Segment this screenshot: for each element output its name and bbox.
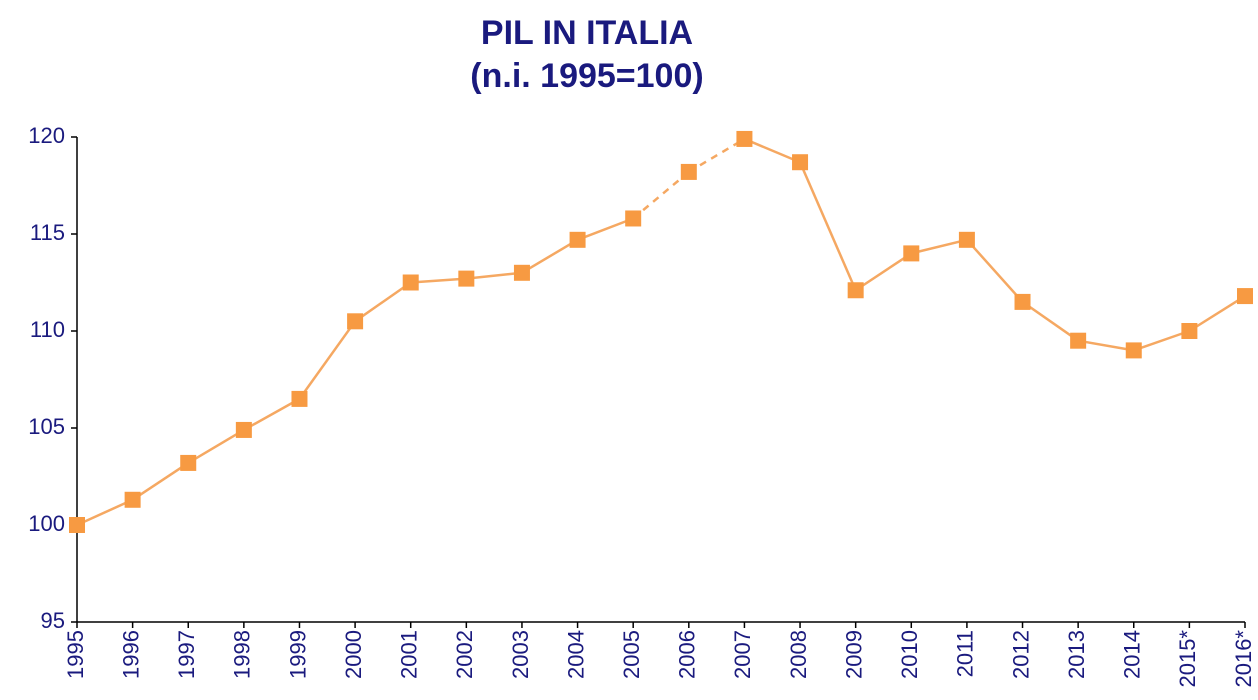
line-segment [854, 252, 912, 292]
marker [736, 130, 753, 147]
line-segment [632, 170, 690, 220]
marker [291, 390, 308, 407]
x-tick-label: 2001 [397, 630, 422, 679]
x-tick-label: 2008 [786, 630, 811, 679]
line-segment [688, 137, 746, 173]
marker [180, 454, 197, 471]
line-segment [131, 461, 189, 501]
x-tick-label: 2007 [730, 630, 755, 679]
x-tick-label: 1997 [174, 630, 199, 679]
x-tick-label: 2016* [1231, 630, 1256, 688]
marker [1070, 332, 1087, 349]
y-tick-label: 95 [41, 608, 65, 633]
marker [792, 154, 809, 171]
line-segment [965, 238, 1024, 303]
x-tick-label: 2000 [341, 630, 366, 679]
marker [847, 282, 864, 299]
line-segment [1077, 339, 1134, 352]
marker [1125, 342, 1142, 359]
marker [1181, 323, 1198, 339]
x-tick-label: 1996 [118, 630, 143, 679]
marker [569, 231, 586, 248]
line-segment [410, 277, 467, 284]
x-tick-label: 2015* [1175, 630, 1200, 688]
x-tick-label: 2013 [1064, 630, 1089, 679]
y-tick-label: 100 [28, 511, 65, 536]
y-tick-label: 115 [30, 220, 65, 245]
x-tick-label: 2012 [1008, 630, 1033, 679]
line-segment [76, 498, 134, 527]
x-tick-label: 1999 [285, 630, 310, 679]
x-tick-label: 1998 [230, 630, 255, 679]
x-tick-label: 2011 [953, 630, 978, 677]
line-segment [910, 238, 968, 255]
x-tick-label: 2004 [563, 630, 588, 679]
line-segment [521, 238, 579, 274]
marker [1014, 293, 1031, 310]
y-tick-label: 105 [28, 414, 65, 439]
line-segment [298, 320, 357, 400]
marker [903, 245, 920, 262]
x-tick-label: 1995 [63, 630, 88, 679]
x-tick-label: 2009 [841, 630, 866, 679]
marker [958, 231, 975, 248]
marker [680, 163, 697, 180]
marker [625, 210, 642, 227]
marker [402, 274, 419, 291]
line-segment [1021, 300, 1079, 342]
x-tick-label: 2005 [619, 630, 644, 679]
line-segment [1133, 329, 1190, 352]
x-tick-label: 2003 [508, 630, 533, 679]
line-segment [466, 271, 523, 280]
line-segment [243, 397, 301, 432]
marker [458, 270, 475, 287]
marker [235, 421, 252, 438]
line-segment [743, 137, 801, 164]
x-tick-label: 2006 [675, 630, 700, 679]
line-segment [577, 217, 634, 241]
marker [347, 313, 364, 330]
x-tick-label: 2002 [452, 630, 477, 679]
chart-title: PIL IN ITALIA [481, 14, 693, 52]
line-segment [354, 281, 412, 323]
marker [1237, 288, 1253, 305]
marker [513, 264, 530, 281]
line-segment [1188, 295, 1246, 333]
marker [124, 491, 141, 508]
y-tick-label: 110 [30, 317, 65, 342]
line-segment [798, 161, 857, 291]
marker [69, 517, 85, 533]
chart-subtitle: (n.i. 1995=100) [470, 57, 703, 95]
line-segment [187, 428, 245, 464]
x-tick-label: 2014 [1120, 630, 1145, 679]
x-tick-label: 2010 [897, 630, 922, 679]
y-tick-label: 120 [28, 123, 65, 148]
